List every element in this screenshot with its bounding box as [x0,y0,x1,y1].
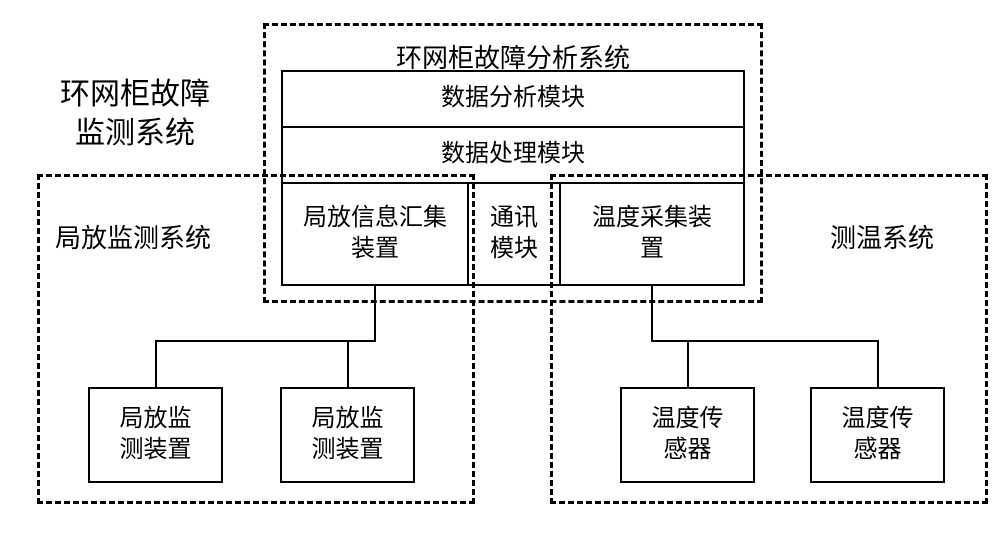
connector-temp-main-v [651,286,653,342]
main-title: 环网柜故障 监测系统 [35,75,235,153]
temp-sensor-1: 温度传感器 [620,387,755,483]
pd-device-2: 局放监测装置 [280,387,415,483]
data-analysis-box: 数据分析模块 [281,70,745,128]
pd-device-2-label: 局放监测装置 [312,404,384,466]
connector-pd-junction [347,340,349,342]
connector-pd-main-v [374,286,376,342]
temp-sensor-1-label: 温度传感器 [652,404,724,466]
temp-sensor-2: 温度传感器 [810,387,945,483]
connector-temp-bus-h [651,340,879,342]
temp-sensor-2-label: 温度传感器 [842,404,914,466]
diagram-container: 环网柜故障 监测系统 环网柜故障分析系统 数据分析模块 数据处理模块 局放信息汇… [0,0,1000,541]
temp-system-title: 测温系统 [830,218,934,255]
main-title-line2: 监测系统 [75,117,195,150]
comm-module-label: 通讯模块 [490,203,538,265]
pd-monitor-title: 局放监测系统 [55,218,211,255]
pd-device-1: 局放监测装置 [88,387,223,483]
data-processing-label: 数据处理模块 [441,139,585,170]
pd-device-1-label: 局放监测装置 [120,404,192,466]
connector-temp-s1-v [687,340,689,387]
connector-temp-s2-v [877,340,879,387]
comm-module-box: 通讯模块 [467,182,561,286]
main-title-line1: 环网柜故障 [60,78,210,111]
connector-pd-d2-v [347,340,349,387]
connector-pd-bus-h [155,340,376,342]
data-analysis-label: 数据分析模块 [441,83,585,114]
connector-pd-d1-v [155,340,157,387]
